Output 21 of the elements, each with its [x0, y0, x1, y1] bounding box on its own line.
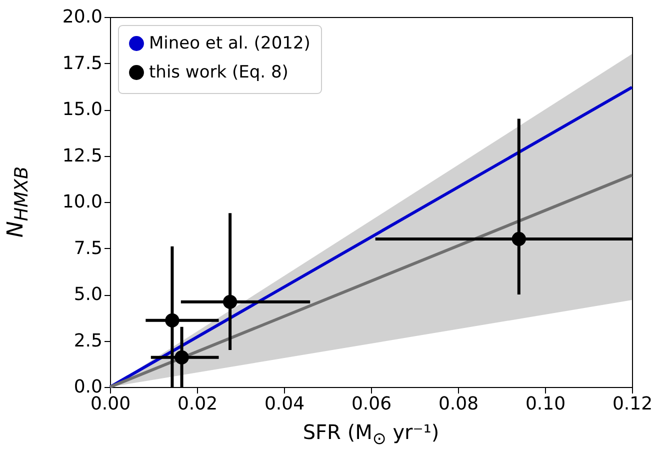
point — [512, 232, 526, 246]
y-tick-label: 20.0 — [62, 6, 102, 28]
x-tick-label: 0.08 — [438, 394, 479, 414]
legend-label: this work (Eq. 8) — [149, 62, 288, 82]
point — [165, 313, 180, 328]
x-tick-label: 0.10 — [525, 394, 566, 414]
x-tick-label: 0.06 — [351, 394, 392, 414]
x-tick-label: 0.04 — [264, 394, 305, 414]
y-tick-label: 5.0 — [74, 284, 102, 305]
y-tick-label: 15.0 — [62, 99, 102, 120]
x-tick-label: 0.12 — [612, 394, 653, 414]
y-tick-label: 2.5 — [74, 330, 102, 352]
y-tick-label: 7.5 — [74, 238, 102, 259]
y-tick-label: 17.5 — [62, 52, 102, 74]
x-axis-title: SFR (M$_{⊙}$ yr⁻¹) — [302, 420, 440, 448]
legend-label: Mineo et al. (2012) — [149, 34, 310, 54]
x-tick-label: 0.02 — [177, 394, 218, 414]
y-tick-label: 10.0 — [62, 192, 102, 212]
point — [174, 350, 189, 364]
y-tick-label: 12.5 — [62, 145, 102, 166]
point — [222, 294, 238, 309]
